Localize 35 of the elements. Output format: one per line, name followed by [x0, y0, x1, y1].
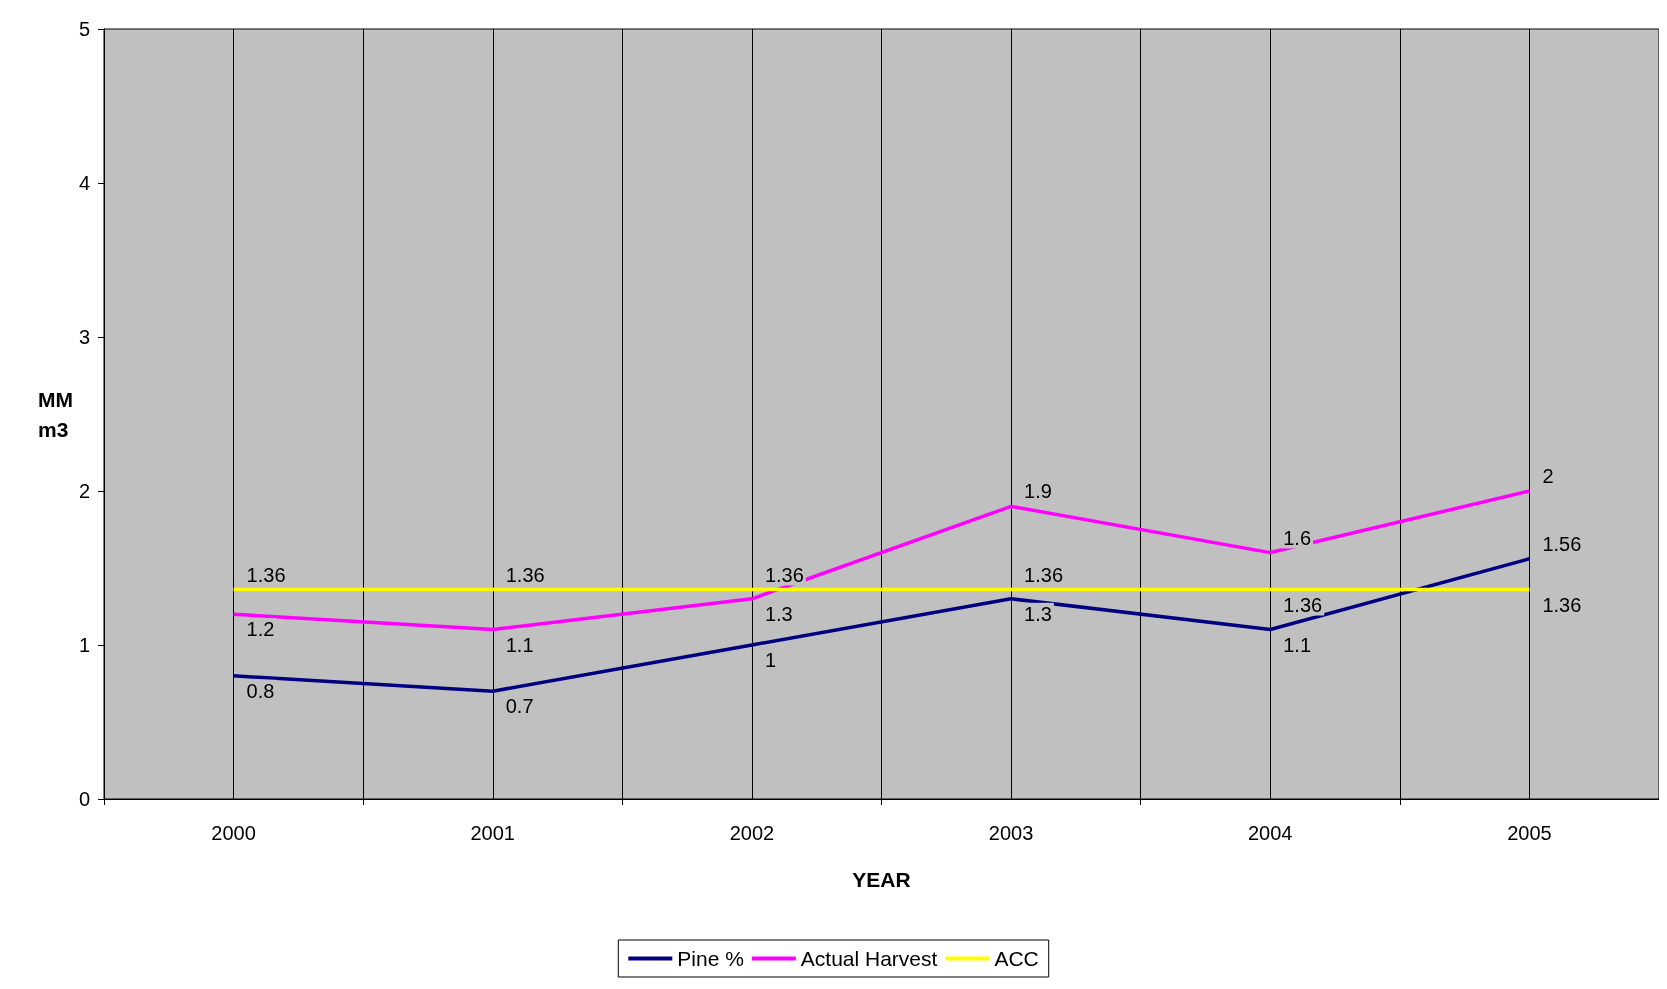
legend-label: Pine % [677, 947, 744, 970]
y-axis-title: MM m3 [37, 387, 73, 441]
data-label: 1.36 [505, 563, 545, 586]
data-label: 1.1 [505, 633, 534, 656]
y-tick-label: 0 [78, 788, 90, 810]
data-label: 1.9 [1024, 480, 1052, 503]
data-label: 1.3 [1024, 602, 1052, 625]
data-label: 1.3 [764, 602, 793, 625]
x-tick-label: 2004 [1248, 822, 1293, 844]
y-tick-label: 5 [78, 18, 90, 40]
x-tick-label: 2002 [729, 822, 775, 844]
x-tick-label: 2001 [470, 822, 515, 844]
x-axis-title: YEAR [852, 868, 911, 891]
data-label: 1.56 [1542, 532, 1582, 555]
y-tick-label: 2 [78, 480, 90, 502]
legend-label: Actual Harvest [800, 947, 938, 970]
x-tick-label: 2003 [988, 822, 1034, 844]
data-label: 1.2 [246, 618, 275, 641]
data-label: 1.36 [1283, 593, 1323, 616]
data-label: 2 [1542, 465, 1554, 487]
data-label: 1.36 [1542, 593, 1582, 616]
data-label: 1.36 [764, 563, 804, 586]
x-tick-label: 2000 [211, 822, 256, 844]
x-tick-label: 2005 [1507, 822, 1552, 844]
data-label: 1.6 [1283, 526, 1312, 549]
legend-label: ACC [994, 947, 1039, 970]
data-label: 1.36 [1024, 563, 1064, 586]
data-label: 1.1 [1283, 633, 1312, 656]
data-label: 0.8 [246, 679, 275, 702]
data-label: 1.36 [246, 563, 286, 586]
y-tick-label: 1 [78, 634, 90, 656]
y-tick-label: 4 [78, 172, 90, 194]
data-label: 0.7 [505, 695, 534, 718]
y-tick-label: 3 [78, 326, 90, 348]
data-label: 1 [764, 649, 777, 671]
